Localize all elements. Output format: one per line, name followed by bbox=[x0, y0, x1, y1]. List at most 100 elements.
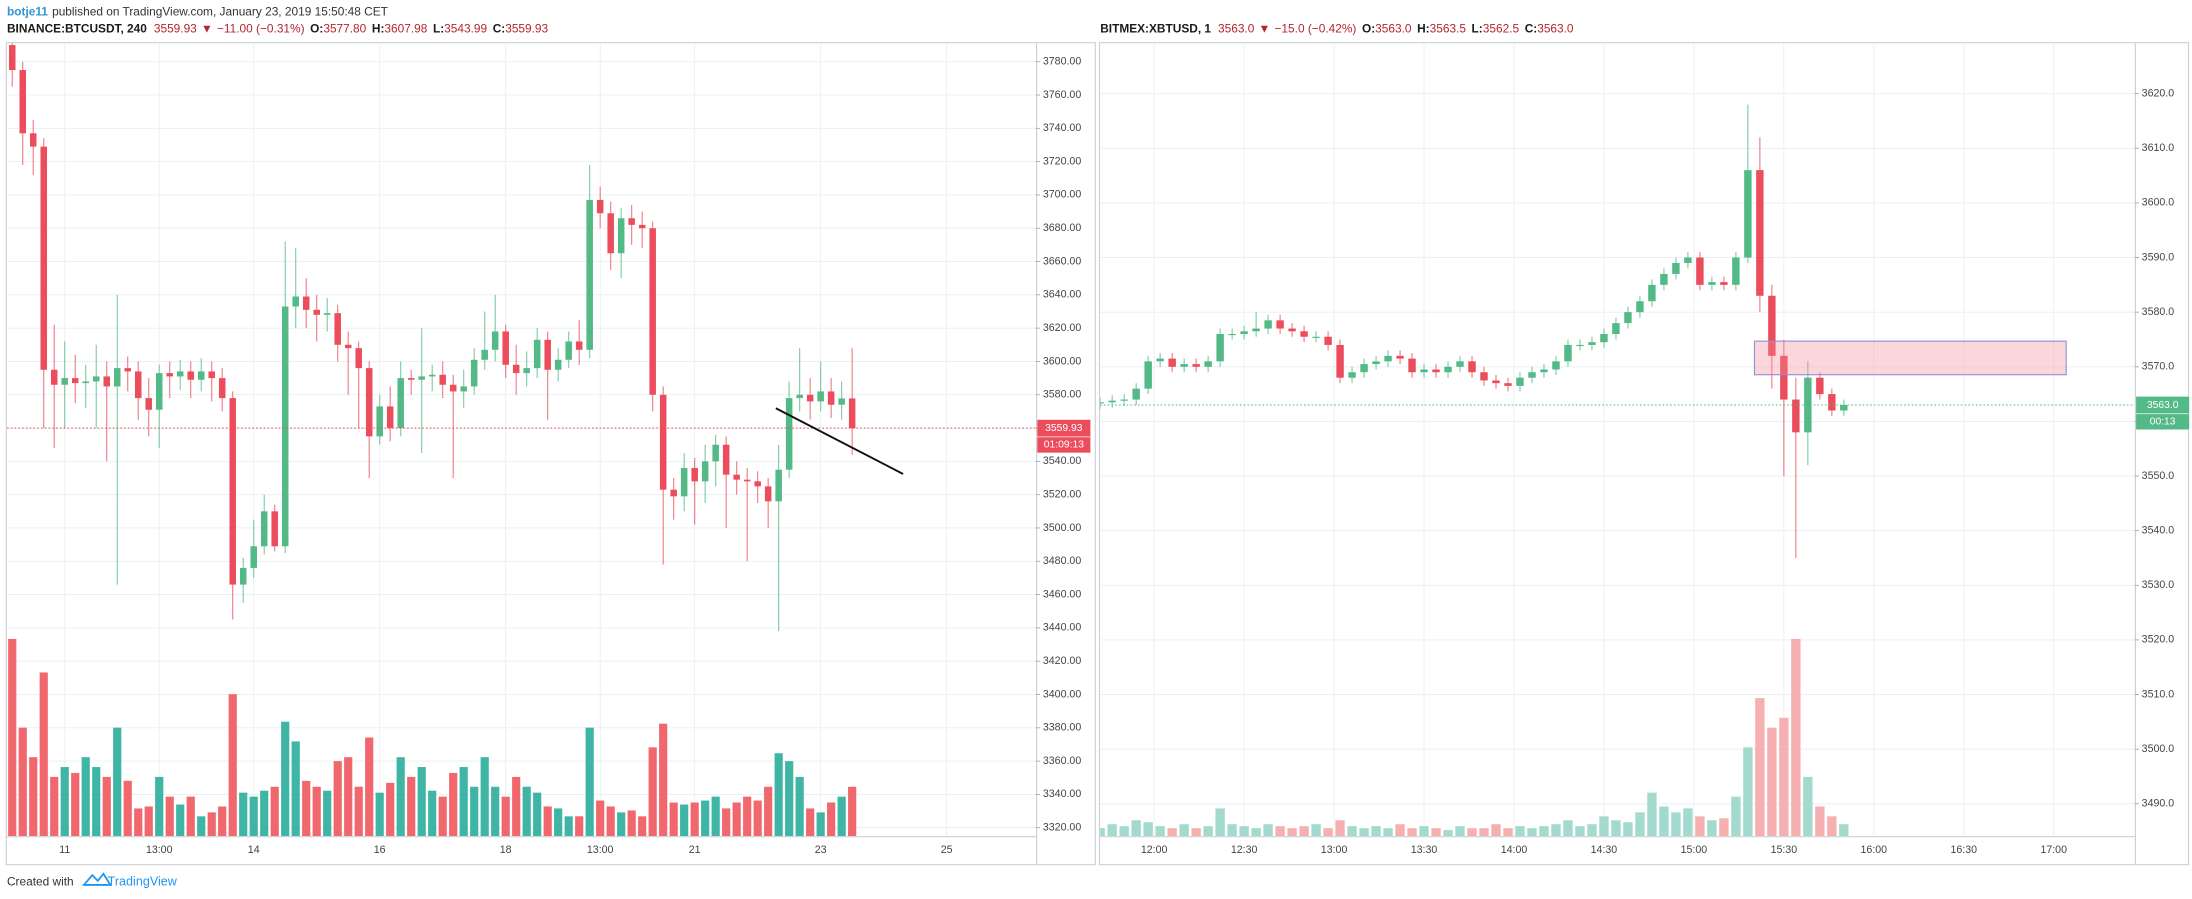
volume-bar bbox=[1263, 824, 1273, 837]
volume-bar bbox=[1371, 826, 1381, 837]
y-tick-label: 3700.00 bbox=[1043, 189, 1081, 201]
candle-body bbox=[691, 468, 698, 482]
trend-line-drawing bbox=[775, 407, 904, 475]
right-panel-frame bbox=[1098, 42, 2190, 866]
candle-body bbox=[670, 489, 677, 497]
candle-body bbox=[1504, 383, 1512, 386]
candle-body bbox=[1240, 331, 1248, 335]
volume-bar bbox=[197, 816, 206, 837]
volume-bar bbox=[92, 767, 101, 837]
volume-bar bbox=[1419, 826, 1429, 837]
x-tick-label: 15:00 bbox=[1681, 844, 1708, 856]
y-tick-label: 3740.00 bbox=[1043, 122, 1081, 134]
legend: BITMEX:XBTUSD, 1 3563.0 ▼ −15.0 (−0.42%) O:3… bbox=[1100, 22, 1574, 36]
volume-bar bbox=[522, 786, 531, 837]
candle-body bbox=[8, 45, 16, 71]
candle-body bbox=[1756, 170, 1764, 296]
volume-bar bbox=[533, 792, 542, 837]
candle-body bbox=[817, 391, 824, 402]
volume-bar bbox=[795, 776, 804, 837]
volume-bar bbox=[711, 796, 720, 837]
volume-bar bbox=[774, 753, 783, 837]
volume-bar bbox=[1251, 828, 1261, 837]
x-tick-label: 16:00 bbox=[1861, 844, 1888, 856]
volume-bar bbox=[1311, 824, 1321, 837]
candle-body bbox=[355, 348, 362, 369]
candle-body bbox=[785, 398, 793, 470]
candle-body bbox=[134, 371, 142, 399]
volume-bar bbox=[344, 757, 353, 837]
volume-bar bbox=[1107, 824, 1117, 837]
volume-bar bbox=[228, 694, 237, 837]
candle-body bbox=[260, 511, 268, 547]
x-tick-label: 16 bbox=[374, 844, 386, 856]
y-tick-label: 3480.00 bbox=[1043, 555, 1081, 567]
candle-body bbox=[187, 371, 194, 380]
volume-bar bbox=[680, 804, 689, 837]
volume-bar bbox=[690, 802, 699, 837]
legend-ohlc-key: H: bbox=[1417, 22, 1430, 36]
candle-body bbox=[1576, 344, 1584, 347]
y-tick-label: 3510.0 bbox=[2142, 688, 2175, 700]
legend-ohlc-key: L: bbox=[433, 22, 444, 36]
volume-bar bbox=[501, 796, 510, 837]
candle-body bbox=[1480, 372, 1488, 381]
volume-bar bbox=[585, 727, 594, 837]
zone-rectangle bbox=[1753, 340, 2067, 376]
candle-body bbox=[1564, 344, 1572, 362]
candle-body bbox=[1228, 334, 1236, 336]
volume-bar bbox=[1119, 826, 1129, 837]
volume-bar bbox=[732, 802, 741, 837]
candle-body bbox=[554, 359, 562, 370]
right-plot bbox=[1100, 104, 2135, 837]
legend-arrow: ▼ bbox=[1259, 22, 1271, 36]
y-tick-label: 3610.0 bbox=[2142, 142, 2175, 154]
candle-body bbox=[1840, 405, 1848, 411]
candle-body bbox=[155, 373, 163, 410]
candle-body bbox=[1312, 336, 1320, 338]
y-tick-label: 3530.0 bbox=[2142, 579, 2175, 591]
legend-ohlc-value: 3559.93 bbox=[505, 22, 548, 36]
volume-bar bbox=[1755, 698, 1765, 837]
candle-body bbox=[1744, 170, 1752, 258]
author[interactable]: botje11 bbox=[7, 5, 48, 19]
volume-bar bbox=[81, 757, 90, 837]
volume-bar bbox=[1131, 820, 1141, 837]
candle-body bbox=[470, 359, 478, 387]
volume-bar bbox=[281, 721, 290, 837]
candle-body bbox=[19, 70, 26, 134]
volume-bar bbox=[113, 727, 122, 837]
countdown-label: 00:13 bbox=[2150, 417, 2176, 428]
x-tick-label: 15:30 bbox=[1771, 844, 1798, 856]
left-grid bbox=[6, 43, 1036, 837]
volume-bar bbox=[1779, 717, 1789, 837]
candle-body bbox=[250, 546, 257, 568]
candle-body bbox=[701, 461, 709, 482]
candle-body bbox=[428, 374, 436, 377]
volume-bar bbox=[827, 802, 836, 837]
y-tick-label: 3360.00 bbox=[1043, 755, 1081, 767]
volume-bar bbox=[1455, 826, 1465, 837]
volume-bar bbox=[743, 796, 752, 837]
volume-bar bbox=[1215, 808, 1225, 837]
candle-body bbox=[1204, 361, 1212, 367]
countdown-label: 01:09:13 bbox=[1044, 440, 1084, 451]
x-tick-label: 13:30 bbox=[1411, 844, 1438, 856]
candle-body bbox=[523, 368, 530, 374]
candle-body bbox=[754, 481, 761, 487]
volume-bar bbox=[1563, 820, 1573, 837]
x-tick-label: 14:30 bbox=[1591, 844, 1618, 856]
candle-body bbox=[1372, 361, 1380, 365]
volume-bar bbox=[407, 776, 416, 837]
volume-bar bbox=[1623, 822, 1633, 837]
volume-bar bbox=[375, 792, 384, 837]
x-tick-label: 12:00 bbox=[1141, 844, 1168, 856]
candle-body bbox=[743, 479, 751, 482]
footer-brand[interactable]: TradingView bbox=[108, 874, 178, 888]
volume-bar bbox=[459, 767, 468, 837]
legend-ohlc-key: O: bbox=[310, 22, 323, 36]
candle-body bbox=[29, 133, 37, 147]
candle-body bbox=[1636, 301, 1644, 313]
volume-bar bbox=[18, 727, 27, 837]
